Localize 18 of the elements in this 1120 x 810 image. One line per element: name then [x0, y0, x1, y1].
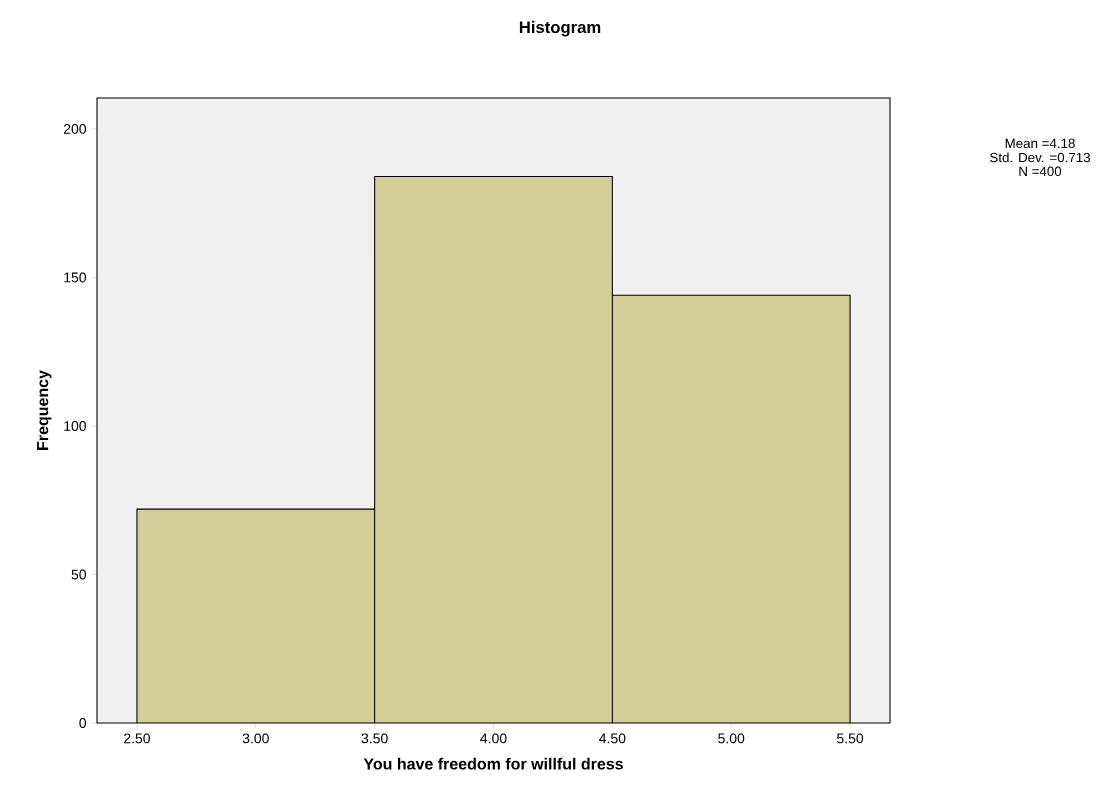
- x-tick-label: 3.50: [361, 733, 388, 744]
- y-tick-label: 200: [63, 123, 87, 134]
- x-tick-label: 4.50: [599, 733, 626, 744]
- x-tick-label: 2.50: [124, 733, 151, 744]
- x-tick-label: 4.00: [480, 733, 507, 744]
- x-tick-label: 5.00: [718, 733, 745, 744]
- y-tick-label: 50: [71, 569, 87, 580]
- text: Std. Dev. =0.713: [990, 152, 1091, 163]
- x-tick-label: 3.00: [242, 733, 269, 744]
- x-axis-title: You have freedom for willful dress: [363, 757, 623, 770]
- text: N =400: [1019, 166, 1062, 177]
- y-tick-label: 150: [64, 272, 87, 283]
- y-tick-label: 100: [64, 421, 87, 431]
- text: Mean =4.18: [1005, 138, 1075, 149]
- y-tick-label: 0: [79, 718, 87, 728]
- x-tick-label: 5.50: [837, 733, 864, 744]
- chart-title: Histogram: [519, 20, 601, 37]
- y-axis-title: Frequency: [37, 370, 52, 450]
